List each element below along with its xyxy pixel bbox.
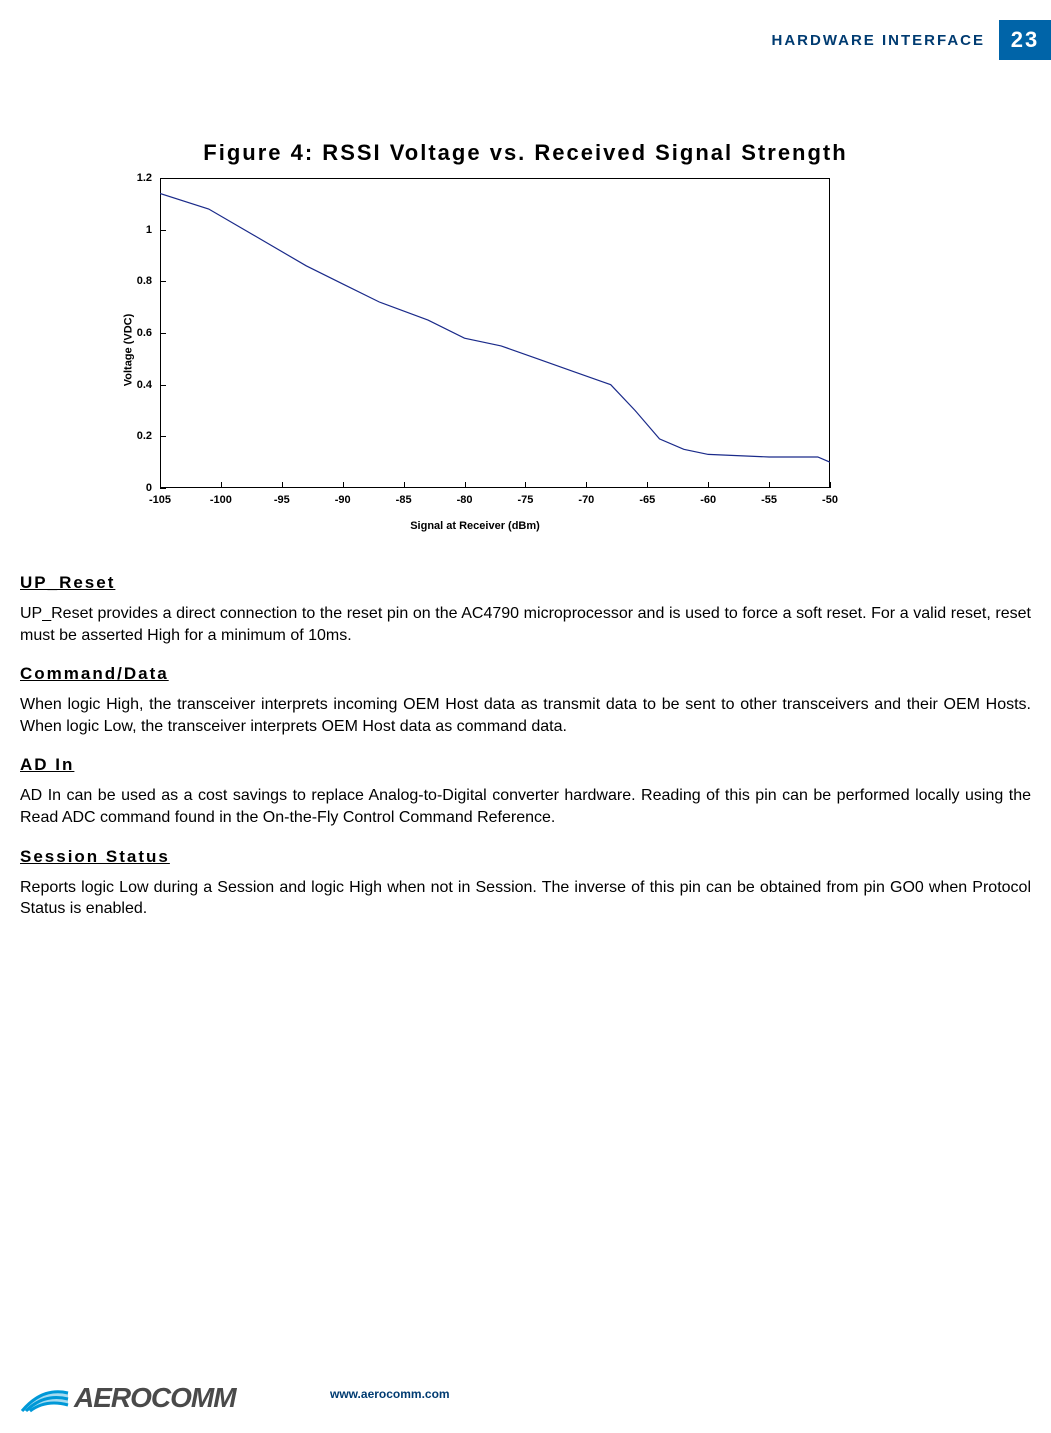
chart-ytick-label: 1.2: [137, 172, 152, 184]
figure-caption: Figure 4: RSSI Voltage vs. Received Sign…: [0, 140, 1051, 166]
chart-xtick-label: -100: [210, 494, 232, 506]
section-heading: UP_Reset: [20, 573, 1031, 593]
chart-xtick-label: -75: [518, 494, 534, 506]
rssi-chart: Voltage (VDC) 00.20.40.60.811.2-105-100-…: [100, 170, 850, 530]
chart-ytick: [160, 281, 166, 282]
chart-ytick: [160, 488, 166, 489]
chart-xtick: [647, 482, 648, 488]
chart-xtick: [708, 482, 709, 488]
chart-xtick: [160, 482, 161, 488]
section-heading: Session Status: [20, 847, 1031, 867]
chart-xtick-label: -95: [274, 494, 290, 506]
chart-plot-area: 00.20.40.60.811.2-105-100-95-90-85-80-75…: [160, 178, 830, 488]
page-footer: AEROCOMM www.aerocomm.com: [20, 1373, 450, 1415]
section-body: When logic High, the transceiver interpr…: [20, 694, 1031, 737]
section-heading: Command/Data: [20, 664, 1031, 684]
chart-xtick-label: -65: [639, 494, 655, 506]
page-header: HARDWARE INTERFACE 23: [771, 20, 1051, 60]
chart-xtick-label: -55: [761, 494, 777, 506]
chart-xtick-label: -60: [700, 494, 716, 506]
chart-ytick-label: 1: [146, 224, 152, 236]
chart-xtick: [404, 482, 405, 488]
chart-xtick: [343, 482, 344, 488]
section-heading: AD In: [20, 755, 1031, 775]
chart-ytick-label: 0.8: [137, 275, 152, 287]
logo-wordmark: AEROCOMM: [73, 1382, 237, 1413]
chart-ytick-label: 0.6: [137, 327, 152, 339]
aerocomm-logo: AEROCOMM: [20, 1373, 320, 1415]
chart-xtick: [465, 482, 466, 488]
chart-xtick: [586, 482, 587, 488]
chart-line-svg: [160, 178, 830, 488]
section-body: UP_Reset provides a direct connection to…: [20, 603, 1031, 646]
chart-xlabel: Signal at Receiver (dBm): [100, 520, 850, 532]
header-title: HARDWARE INTERFACE: [771, 32, 985, 49]
footer-url: www.aerocomm.com: [330, 1387, 450, 1401]
chart-ytick: [160, 436, 166, 437]
chart-xtick: [830, 482, 831, 488]
chart-xtick: [282, 482, 283, 488]
chart-xtick: [221, 482, 222, 488]
chart-ytick: [160, 385, 166, 386]
chart-xtick-label: -80: [457, 494, 473, 506]
chart-data-line: [160, 194, 830, 463]
chart-xtick-label: -105: [149, 494, 171, 506]
chart-ytick-label: 0.2: [137, 430, 152, 442]
chart-xtick-label: -85: [396, 494, 412, 506]
page-number-badge: 23: [999, 20, 1051, 60]
chart-xtick-label: -50: [822, 494, 838, 506]
chart-xtick-label: -90: [335, 494, 351, 506]
chart-ylabel: Voltage (VDC): [122, 314, 134, 387]
chart-xtick-label: -70: [578, 494, 594, 506]
section-body: Reports logic Low during a Session and l…: [20, 877, 1031, 920]
chart-ytick: [160, 333, 166, 334]
chart-xtick: [769, 482, 770, 488]
section-body: AD In can be used as a cost savings to r…: [20, 785, 1031, 828]
chart-ytick: [160, 230, 166, 231]
chart-xtick: [525, 482, 526, 488]
chart-ytick: [160, 178, 166, 179]
chart-ytick-label: 0.4: [137, 379, 152, 391]
chart-ytick-label: 0: [146, 482, 152, 494]
body-content: UP_Reset UP_Reset provides a direct conne…: [20, 555, 1031, 920]
